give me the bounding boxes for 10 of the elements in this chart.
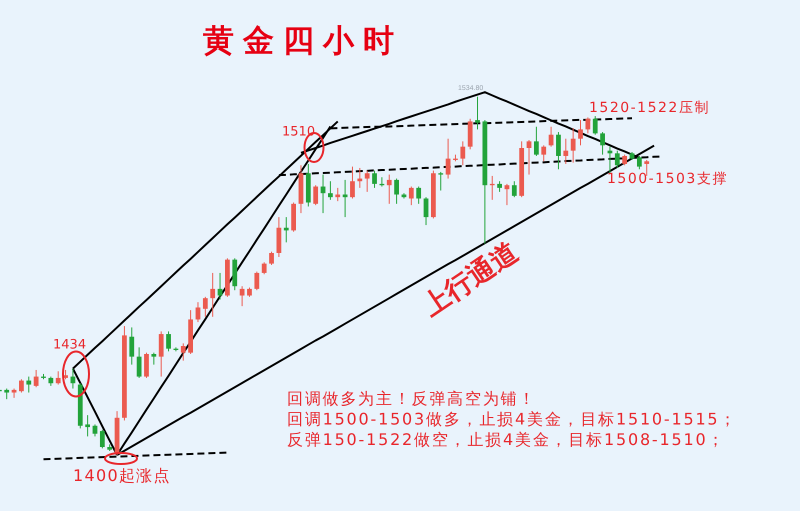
annotation: 1520-1522压制 (589, 100, 710, 116)
annotation: 回调做多为主！反弹高空为铺！ (287, 389, 536, 408)
annotation: 回调1500-1503做多，止损4美金，目标1510-1515； (287, 410, 738, 428)
annotation: 1434 (53, 338, 86, 352)
annotation: 1510 (282, 124, 316, 140)
text: 1400起涨点 (73, 466, 171, 485)
annotation: 1500-1503支撑 (607, 171, 728, 187)
annotation: 上行通道 (416, 236, 524, 322)
chart-title: 黄金四小时 (203, 23, 403, 58)
annotation: 反弹150-1522做空，止损4美金，目标1508-1510； (287, 430, 726, 449)
